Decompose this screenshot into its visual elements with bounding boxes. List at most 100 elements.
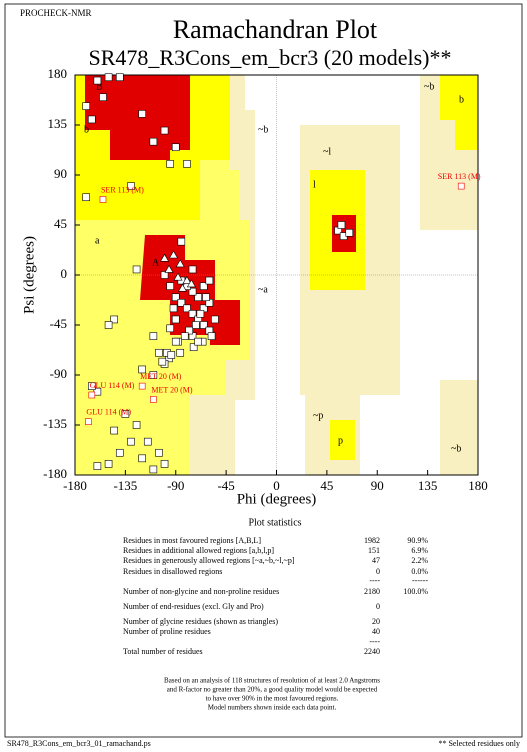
residue-point: [138, 110, 146, 118]
residue-point: [194, 293, 202, 302]
y-tick-label: -135: [43, 416, 67, 431]
flagged-point: [150, 396, 157, 403]
stats-title: Plot statistics: [248, 517, 301, 528]
residue-point: [183, 304, 191, 313]
residue-point: [180, 332, 189, 340]
stats-label: Number of glycine residues (shown as tri…: [123, 617, 278, 626]
residue-point: [121, 410, 130, 418]
residue-point: [87, 115, 96, 124]
residue-point: [171, 337, 180, 346]
y-tick-label: 90: [54, 166, 67, 181]
region-label: A: [152, 257, 160, 268]
residue-point: [183, 160, 191, 168]
residue-point: [104, 321, 113, 329]
glycine-point: [168, 250, 179, 259]
residue-point: [132, 421, 141, 429]
x-tick-label: -45: [217, 478, 234, 493]
residue-point: [160, 126, 169, 135]
residue-point: [110, 315, 118, 324]
annotation: GLU 114 (M): [86, 407, 131, 416]
stats-label: Residues in most favoured regions [A,B,L…: [123, 536, 261, 545]
residue-point: [127, 182, 135, 190]
region-label: l: [313, 179, 316, 190]
stats-count: 2180: [364, 587, 380, 596]
residue-point: [138, 365, 146, 374]
residue-point: [110, 426, 118, 435]
stats-count: 47: [372, 556, 380, 565]
y-tick-label: 0: [61, 266, 68, 281]
residue-point: [199, 321, 208, 329]
annotation: MET 20 (M): [151, 385, 193, 394]
stats-count: ----: [369, 576, 380, 585]
residue-point: [202, 293, 210, 302]
residue-point: [132, 265, 141, 274]
stats-percent: 6.9%: [411, 546, 428, 555]
stats-label: Residues in disallowed regions: [123, 567, 222, 576]
region-label: b: [84, 124, 89, 135]
note: to have over 90% in the most favoured re…: [206, 695, 339, 703]
residue-point: [185, 326, 193, 335]
residue-point: [166, 324, 174, 333]
y-tick-label: -45: [50, 316, 67, 331]
residue-point: [82, 102, 90, 110]
footer-left: SR478_R3Cons_em_bcr3_01_ramachand.ps: [7, 739, 151, 748]
x-tick-label: 180: [468, 478, 488, 493]
residue-point: [82, 193, 90, 202]
stats-percent: 0.0%: [411, 567, 428, 576]
x-tick-label: -180: [63, 478, 87, 493]
stats-label: Number of proline residues: [123, 627, 211, 636]
stats-count: 2240: [364, 647, 380, 656]
x-tick-label: 90: [371, 478, 384, 493]
stats-percent: ------: [412, 576, 428, 585]
residue-point: [149, 465, 158, 474]
stats-label: Number of non-glycine and non-proline re…: [123, 587, 279, 596]
annotation: MET 20 (M): [140, 372, 182, 381]
flagged-point: [138, 382, 146, 390]
stats-label: Residues in generously allowed regions […: [123, 556, 295, 565]
stats-label: Residues in additional allowed regions […: [123, 546, 274, 555]
core-region: [85, 75, 190, 160]
glycine-point: [164, 264, 174, 273]
residue-point: [93, 76, 102, 85]
residue-point: [169, 304, 178, 313]
region-label: b: [459, 94, 464, 105]
y-tick-label: 45: [54, 216, 67, 231]
residue-point: [99, 93, 107, 102]
residue-point: [115, 448, 124, 457]
residue-point: [160, 460, 169, 468]
region-label: ~b: [424, 81, 434, 92]
residue-point: [149, 371, 158, 379]
region-label: ~a: [258, 284, 268, 295]
frame: [4, 3, 523, 738]
stats-label: Total number of residues: [123, 647, 203, 656]
flagged-point: [85, 418, 92, 425]
y-tick-label: 180: [48, 66, 68, 81]
header: PROCHECK-NMR: [20, 8, 92, 18]
footer-right: ** Selected residues only: [438, 739, 520, 748]
region-label: a: [95, 235, 100, 246]
stats-count: 151: [368, 546, 380, 555]
residue-point: [143, 437, 152, 446]
note: Based on an analysis of 118 structures o…: [164, 677, 380, 685]
glycine-point: [182, 275, 192, 284]
residue-point: [188, 287, 197, 296]
residue-point: [207, 332, 216, 340]
residue-point: [188, 265, 197, 274]
glycine-point: [173, 272, 183, 281]
y-tick-label: 135: [48, 116, 68, 131]
residue-point: [176, 348, 185, 357]
residue-point: [115, 73, 124, 82]
x-tick-label: -90: [167, 478, 184, 493]
note: and R-factor no greater than 20%, a good…: [167, 686, 378, 694]
residue-point: [171, 293, 180, 302]
residue-point: [205, 276, 214, 285]
residue-point: [127, 437, 135, 446]
residue-point: [93, 387, 102, 396]
allowed-region: [310, 75, 478, 460]
residue-point: [138, 454, 146, 463]
stats-label: Number of end-residues (excl. Gly and Pr…: [123, 602, 264, 611]
residue-point: [166, 282, 174, 290]
residue-point: [160, 271, 169, 279]
residue-point: [188, 310, 197, 318]
